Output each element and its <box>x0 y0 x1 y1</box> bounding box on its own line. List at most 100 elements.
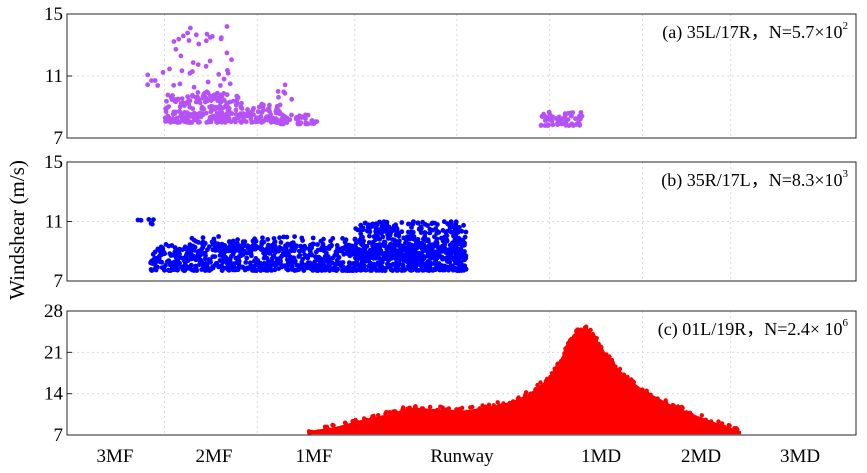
data-point <box>679 405 684 410</box>
data-point <box>213 245 219 251</box>
data-point <box>415 237 421 242</box>
data-point <box>230 266 236 271</box>
data-point <box>463 266 469 272</box>
data-point <box>367 260 373 266</box>
data-point <box>171 267 177 272</box>
data-point <box>628 380 633 385</box>
data-point <box>625 374 630 380</box>
data-point <box>188 255 194 261</box>
data-point <box>292 234 297 240</box>
data-point <box>214 119 220 125</box>
data-point <box>200 250 206 256</box>
data-point <box>444 228 450 234</box>
data-point <box>241 118 247 124</box>
data-point <box>306 429 312 434</box>
data-point <box>401 243 406 249</box>
data-point <box>578 327 584 332</box>
data-point <box>268 263 273 269</box>
data-point <box>670 402 675 408</box>
data-point <box>392 237 397 243</box>
data-point <box>318 261 324 266</box>
data-point <box>239 244 245 250</box>
data-point <box>355 262 361 268</box>
data-point <box>594 336 599 341</box>
data-point <box>177 81 183 87</box>
data-point <box>326 246 332 251</box>
data-point <box>305 255 311 261</box>
data-point <box>370 263 376 269</box>
data-point <box>361 238 366 244</box>
data-point <box>397 238 402 244</box>
data-point <box>377 262 382 268</box>
y-tick-label: 15 <box>44 4 63 25</box>
data-point <box>335 266 340 272</box>
y-tick-label: 15 <box>44 152 63 173</box>
data-point <box>459 405 465 411</box>
data-point <box>152 255 158 261</box>
data-point <box>190 243 196 249</box>
data-point <box>542 123 548 128</box>
data-point <box>173 260 179 266</box>
data-point <box>202 90 208 96</box>
data-point <box>406 221 411 227</box>
data-point <box>390 248 396 254</box>
data-point <box>227 81 233 87</box>
data-point <box>470 404 475 410</box>
data-point <box>716 419 721 424</box>
data-point <box>207 244 212 250</box>
data-point <box>436 408 442 413</box>
data-point <box>367 233 372 239</box>
data-point <box>583 328 588 333</box>
data-point <box>312 259 318 265</box>
data-point <box>618 372 624 377</box>
data-point <box>261 261 267 266</box>
data-point <box>294 262 300 268</box>
x-tick-label: 3MD <box>780 446 820 467</box>
data-point <box>324 264 330 270</box>
data-point <box>409 255 415 260</box>
data-point <box>353 226 359 232</box>
data-point <box>309 245 315 251</box>
data-point <box>588 327 593 333</box>
data-point <box>209 34 215 39</box>
data-point <box>550 122 556 128</box>
data-point <box>538 380 543 385</box>
data-point <box>166 104 172 109</box>
data-point <box>245 107 250 112</box>
data-point <box>719 421 725 426</box>
data-point <box>195 62 201 67</box>
data-point <box>445 221 451 227</box>
data-point <box>156 255 161 261</box>
data-point <box>422 234 428 240</box>
data-point <box>192 117 197 123</box>
data-point <box>224 101 230 107</box>
data-point <box>364 243 370 249</box>
data-point <box>300 238 305 243</box>
data-point <box>450 267 456 273</box>
data-point <box>224 24 230 29</box>
data-point <box>241 114 246 120</box>
data-point <box>190 93 195 99</box>
data-point <box>165 92 171 98</box>
data-point <box>442 267 448 273</box>
data-point <box>224 50 230 56</box>
data-point <box>516 395 521 401</box>
data-point <box>248 262 254 268</box>
data-point <box>273 262 278 268</box>
scatter-cluster <box>352 219 469 262</box>
data-point <box>218 83 223 88</box>
data-point <box>359 254 365 260</box>
annotation-text: (b) 35R/17L，N=8.3×10 <box>661 170 842 191</box>
data-point <box>234 93 240 99</box>
x-tick-label: 1MF <box>296 446 333 467</box>
data-point <box>270 267 275 273</box>
data-point <box>199 106 205 111</box>
data-point <box>330 260 335 266</box>
data-point <box>225 68 230 73</box>
data-point <box>557 118 562 124</box>
data-point <box>322 428 327 433</box>
data-point <box>222 115 228 121</box>
data-point <box>348 246 354 252</box>
data-point <box>354 248 359 254</box>
